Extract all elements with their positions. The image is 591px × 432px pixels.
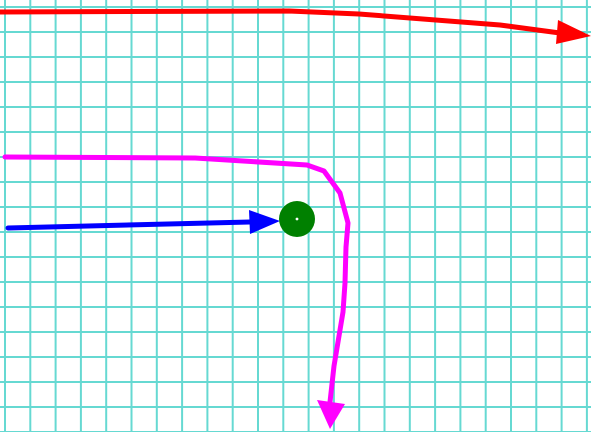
blue-arrowhead: [249, 210, 280, 234]
magenta-path: [2, 154, 351, 405]
red-arrowhead: [556, 20, 591, 44]
blue-path: [5, 219, 253, 231]
magenta-path-group: [2, 154, 351, 429]
red-path: [0, 8, 563, 36]
goal-marker-center-dot: [295, 217, 299, 221]
blue-path-group: [5, 210, 280, 234]
goal-marker-group: [279, 201, 315, 237]
red-path-group: [0, 8, 591, 44]
magenta-arrowhead: [317, 400, 345, 429]
